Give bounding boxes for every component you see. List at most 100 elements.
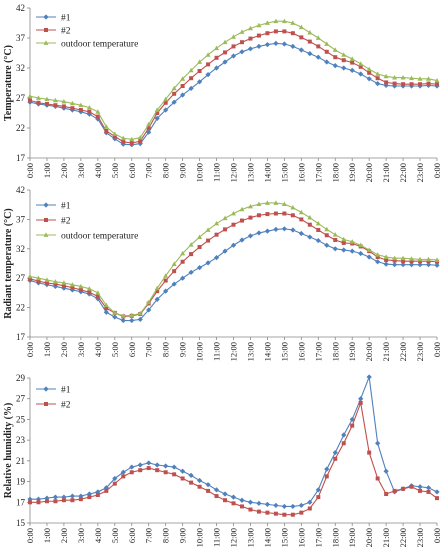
data-point <box>87 109 92 114</box>
data-point <box>324 226 330 232</box>
data-point <box>61 285 67 291</box>
data-point <box>61 280 67 285</box>
data-point <box>53 282 58 287</box>
x-tick-label: 18:00 <box>330 163 340 182</box>
x-tick-label: 16:00 <box>296 528 306 547</box>
legend: #1 #2 outdoor temperature <box>36 14 138 50</box>
data-point <box>180 476 185 481</box>
data-point <box>434 257 440 262</box>
data-point <box>307 499 313 505</box>
data-point <box>172 472 177 477</box>
x-tick-label: 6:00 <box>127 528 137 543</box>
data-point <box>341 240 346 245</box>
data-point <box>163 100 168 105</box>
data-point <box>163 463 169 469</box>
x-tick-label: 1:00 <box>42 528 52 543</box>
data-point <box>315 237 321 244</box>
y-tick-label: 37 <box>16 214 26 224</box>
legend-marker <box>44 28 48 32</box>
data-point <box>36 100 41 105</box>
data-point <box>349 416 355 423</box>
data-point <box>222 215 228 221</box>
data-point <box>129 141 134 145</box>
data-point <box>350 60 355 65</box>
y-axis-title: Temperature (°C) <box>3 45 14 121</box>
data-point <box>281 201 287 207</box>
y-tick-label: 27 <box>16 93 26 103</box>
data-point <box>239 504 244 509</box>
y-tick-label: 15 <box>16 518 26 528</box>
data-point <box>383 468 389 474</box>
data-point <box>86 286 92 291</box>
data-point <box>69 100 75 106</box>
series-line <box>29 212 438 317</box>
data-point <box>146 466 151 471</box>
data-point <box>87 495 92 500</box>
legend-marker <box>43 202 49 208</box>
data-point <box>366 374 372 380</box>
data-point <box>273 200 279 205</box>
data-point <box>35 95 41 100</box>
data-point <box>248 36 253 41</box>
radiant-temperature-chart: 17 22 27 32 37 42 0:00 1:00 2:00 3:00 4:00 5:00 6:00… <box>3 185 442 361</box>
y-tick-label: 42 <box>16 185 25 195</box>
data-point <box>146 121 152 127</box>
x-tick-label: 20:00 <box>364 163 374 182</box>
data-point <box>282 211 287 216</box>
data-point <box>324 466 330 472</box>
data-point <box>298 502 304 508</box>
series-line <box>29 228 438 322</box>
data-point <box>273 29 278 34</box>
data-point <box>333 55 338 60</box>
x-tick-label: 20:00 <box>364 342 374 361</box>
data-point <box>222 491 228 497</box>
x-tick-label: 7:00 <box>144 163 154 178</box>
data-point <box>171 261 177 266</box>
data-point <box>273 18 279 24</box>
x-tick-label: 10:00 <box>195 342 205 361</box>
data-point <box>231 44 236 49</box>
data-point <box>324 59 330 65</box>
data-point <box>239 40 244 45</box>
data-point <box>223 227 228 232</box>
data-point <box>341 441 346 446</box>
data-point <box>383 254 389 259</box>
data-point <box>188 85 194 91</box>
x-tick-label: 10:00 <box>195 163 205 182</box>
y-tick-label: 17 <box>16 332 26 342</box>
data-point <box>163 470 168 475</box>
data-point <box>290 43 296 49</box>
data-point <box>28 276 32 281</box>
data-point <box>299 217 304 222</box>
data-point <box>366 247 372 252</box>
data-point <box>61 99 67 104</box>
data-point <box>273 502 279 508</box>
data-point <box>120 313 126 318</box>
data-point <box>358 242 364 248</box>
series-3 <box>27 200 440 318</box>
data-point <box>112 131 118 136</box>
data-point <box>230 53 237 59</box>
data-point <box>213 65 220 71</box>
x-tick-label: 11:00 <box>212 163 222 182</box>
data-point <box>332 232 338 237</box>
data-point <box>95 109 101 114</box>
data-point <box>332 63 338 69</box>
legend-marker <box>43 40 49 45</box>
data-point <box>366 66 372 72</box>
data-point <box>426 256 432 262</box>
legend-label: #2 <box>61 217 71 227</box>
data-point <box>154 285 160 291</box>
y-tick-label: 23 <box>16 435 26 445</box>
data-point <box>332 246 338 252</box>
data-point <box>307 234 313 240</box>
data-point <box>435 82 439 87</box>
data-point <box>409 484 414 489</box>
x-tick-label: 14:00 <box>262 528 272 547</box>
data-point <box>281 503 287 510</box>
x-tick-label: 12:00 <box>229 163 239 182</box>
x-tick-label: 22:00 <box>398 163 408 182</box>
data-point <box>137 135 143 140</box>
data-point <box>366 254 372 260</box>
